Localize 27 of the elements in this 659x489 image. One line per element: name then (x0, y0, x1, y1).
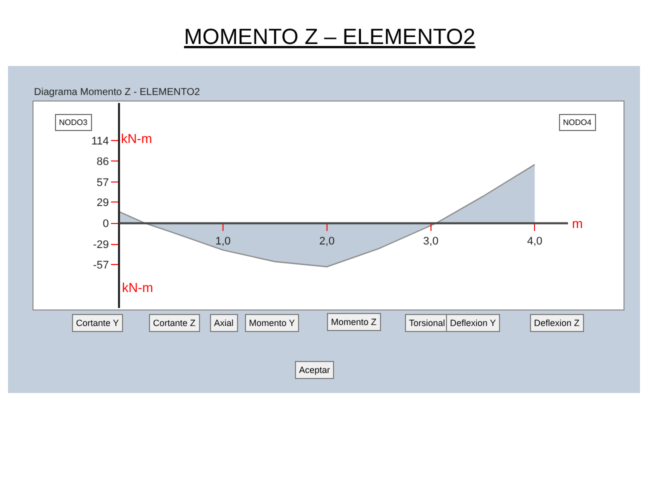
text: Aceptar (299, 365, 330, 375)
y-tick-label: 57 (96, 176, 109, 189)
y-axis-title: kN-m (121, 131, 152, 146)
chart-subtitle: Diagrama Momento Z - ELEMENTO2 (34, 87, 200, 98)
text: Momento Z (331, 317, 378, 327)
annotation: NODO4 (563, 118, 592, 127)
annotation: kN-m (122, 280, 154, 295)
x-tick-label: 3,0 (423, 235, 438, 248)
x-tick-label: 1,0 (215, 235, 231, 248)
x-tick-label: 2,0 (319, 235, 335, 248)
text: Axial (214, 318, 234, 328)
text: Momento Y (249, 318, 295, 328)
y-tick-label: 0 (102, 218, 109, 230)
x-tick-label: 4,0 (527, 235, 542, 248)
text: Torsional (409, 318, 446, 328)
chart-title: MOMENTO Z – ELEMENTO2 (184, 24, 476, 49)
y-tick-label: 29 (96, 197, 109, 210)
x-axis-title: m (572, 216, 583, 231)
text: Deflexion Z (534, 318, 580, 328)
text: Cortante Z (153, 318, 196, 328)
annotation: NODO3 (59, 118, 88, 127)
y-tick-label: 86 (96, 156, 109, 168)
y-tick-label: -57 (93, 259, 109, 272)
y-tick-label: 114 (91, 136, 109, 148)
text: Cortante Y (76, 318, 119, 328)
y-tick-label: -29 (93, 239, 109, 252)
text: Deflexion Y (450, 318, 496, 328)
